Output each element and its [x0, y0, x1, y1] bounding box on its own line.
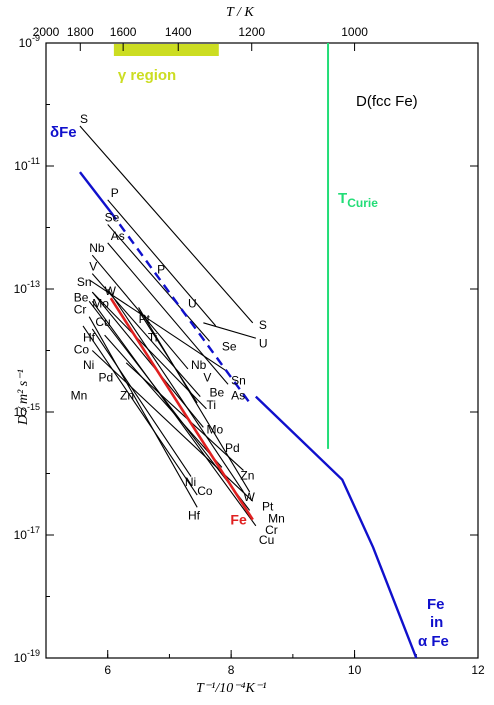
element-label: Mo	[206, 423, 223, 437]
solute-line-Zn	[125, 362, 244, 471]
y-tick-label: 10-9	[19, 33, 40, 50]
alpha-fe-line	[254, 395, 418, 659]
element-label: V	[89, 260, 97, 274]
solute-lines	[79, 125, 257, 527]
element-label: Se	[222, 340, 237, 354]
x-tick-label: 8	[228, 663, 235, 677]
x-axis-title: T⁻¹/10⁻⁴K⁻¹	[196, 681, 266, 696]
element-label: Mn	[268, 512, 285, 526]
element-label: Ti	[148, 330, 158, 344]
y-tick-label: 10-13	[14, 279, 40, 296]
element-label: Ni	[185, 475, 196, 489]
solute-line-S	[79, 125, 254, 324]
element-label: Be	[74, 290, 89, 304]
solute-line-As	[107, 242, 229, 385]
element-label: P	[157, 263, 165, 277]
element-label: Pt	[139, 312, 151, 326]
alpha-fe-label-1: Fe	[427, 596, 445, 613]
x-tick-label: 6	[104, 663, 111, 677]
alpha-fe-label-2: in	[430, 614, 443, 631]
element-label: Co	[197, 484, 213, 498]
solute-line-Co	[82, 325, 198, 496]
element-label: Ti	[206, 398, 216, 412]
element-label: Cu	[95, 315, 110, 329]
element-label: Nb	[191, 358, 207, 372]
top-tick-label: 1400	[165, 25, 192, 39]
y-axis-title: D / m² s⁻¹	[16, 369, 31, 426]
fe-curves: Fe	[78, 171, 418, 659]
top-axis-title: T / K	[226, 5, 254, 20]
top-tick-label: 1800	[67, 25, 94, 39]
solute-line-Ni	[91, 328, 192, 477]
element-label: Sn	[231, 373, 246, 387]
axis-ticks: 6 8 10 12 10-9 10-11 10-13 10-15 10-17 10-19 2000 1…	[14, 25, 485, 677]
solute-line-Pd	[104, 334, 223, 468]
top-tick-label: 1600	[110, 25, 137, 39]
solute-line-U	[203, 322, 256, 339]
solute-line-Pt	[138, 307, 251, 493]
y-tick-label: 10-17	[14, 525, 40, 542]
element-label: W	[243, 490, 255, 504]
delta-fe-line	[78, 171, 112, 213]
element-label: S	[80, 112, 88, 126]
solute-line-Cr	[88, 300, 251, 511]
solute-line-W	[107, 288, 244, 493]
element-label: As	[231, 389, 245, 403]
element-label: U	[259, 336, 268, 350]
element-label: W	[105, 284, 117, 298]
element-label: Ni	[83, 358, 94, 372]
y-tick-label: 10-11	[14, 156, 40, 173]
gamma-fe-dashed-line	[109, 211, 251, 404]
element-label: S	[259, 318, 267, 332]
y-tick-label: 10-15	[14, 402, 40, 419]
element-label: Mo	[92, 296, 109, 310]
curie-main: T	[338, 190, 347, 207]
solute-line-Se	[107, 224, 210, 342]
fe-self-line	[109, 297, 254, 521]
element-label: Hf	[83, 330, 96, 344]
solute-line-Hf	[88, 316, 198, 508]
element-label: Cr	[265, 523, 278, 537]
element-label: Se	[105, 210, 120, 224]
element-label: Zn	[120, 389, 134, 403]
x-tick-label: 10	[348, 663, 362, 677]
x-tick-label: 12	[471, 663, 485, 677]
plot-frame	[45, 42, 479, 659]
element-label: U	[188, 296, 197, 310]
top-tick-label: 2000	[33, 25, 60, 39]
solute-line-P	[107, 199, 217, 327]
curie-subscript: Curie	[347, 196, 378, 210]
element-label: Cr	[74, 303, 87, 317]
element-label: Pd	[98, 370, 113, 384]
element-label: P	[111, 186, 119, 200]
element-label: Co	[74, 343, 90, 357]
gamma-region-label: γ region	[118, 67, 176, 84]
curie-label: TCurie	[338, 190, 378, 210]
gamma-region-bar	[113, 44, 219, 56]
top-tick-label: 1200	[238, 25, 265, 39]
element-label: V	[203, 370, 211, 384]
element-label: Pd	[225, 441, 240, 455]
element-label: Zn	[240, 469, 254, 483]
delta-fe-label: δFe	[50, 124, 77, 141]
element-label: Cu	[259, 533, 274, 547]
element-label: Mn	[71, 389, 88, 403]
y-tick-label: 10-19	[14, 648, 40, 665]
alpha-fe-label-3: α Fe	[418, 633, 449, 650]
element-label: Be	[210, 386, 225, 400]
element-label: As	[111, 229, 125, 243]
chart-title: D(fcc Fe)	[356, 93, 418, 110]
element-label: Hf	[188, 509, 201, 523]
element-label: Pt	[262, 499, 274, 513]
top-tick-label: 1000	[341, 25, 368, 39]
element-label: Sn	[77, 275, 92, 289]
element-label: Nb	[89, 241, 105, 255]
fe-self-label: Fe	[230, 512, 247, 528]
